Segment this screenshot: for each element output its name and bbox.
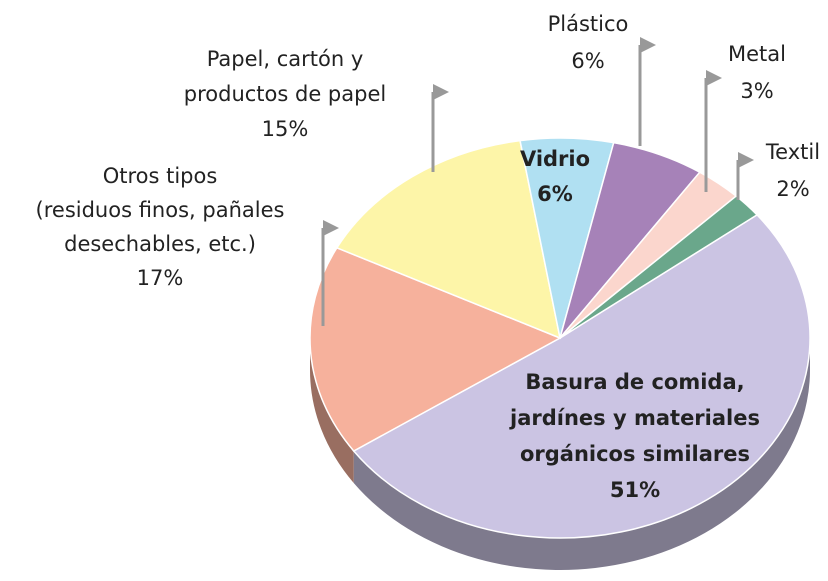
slice <box>309 246 562 452</box>
value-label: 51% <box>610 478 660 502</box>
slice-side <box>353 338 811 571</box>
slice-label: Metal <box>728 42 786 66</box>
slice <box>559 195 759 339</box>
slice-label: productos de papel <box>184 82 386 106</box>
slice-label: Papel, cartón y <box>207 47 364 71</box>
slice-label: Vidrio <box>520 147 590 171</box>
slice-label: orgánicos similares <box>520 442 750 466</box>
slice-label: jardínes y materiales <box>509 406 760 430</box>
value-label: 6% <box>537 182 573 206</box>
slice-label: (residuos finos, pañales <box>36 198 285 222</box>
value-label: 3% <box>740 79 773 103</box>
slice-side <box>310 338 354 483</box>
flag <box>323 220 339 236</box>
value-label: 15% <box>262 117 309 141</box>
value-label: 2% <box>776 177 809 201</box>
value-label: 17% <box>137 266 184 290</box>
slice-label: Basura de comida, <box>525 370 744 394</box>
slice-label: Textil <box>765 140 820 164</box>
value-label: 6% <box>571 49 604 73</box>
slice-label: Plástico <box>548 12 629 36</box>
slice <box>352 213 811 539</box>
flag <box>706 70 722 86</box>
flag <box>738 152 754 168</box>
slice-label: desechables, etc.) <box>64 232 256 256</box>
slice-label: Otros tipos <box>103 164 218 188</box>
flag <box>433 84 449 100</box>
flag <box>640 37 656 53</box>
slice <box>335 139 562 340</box>
